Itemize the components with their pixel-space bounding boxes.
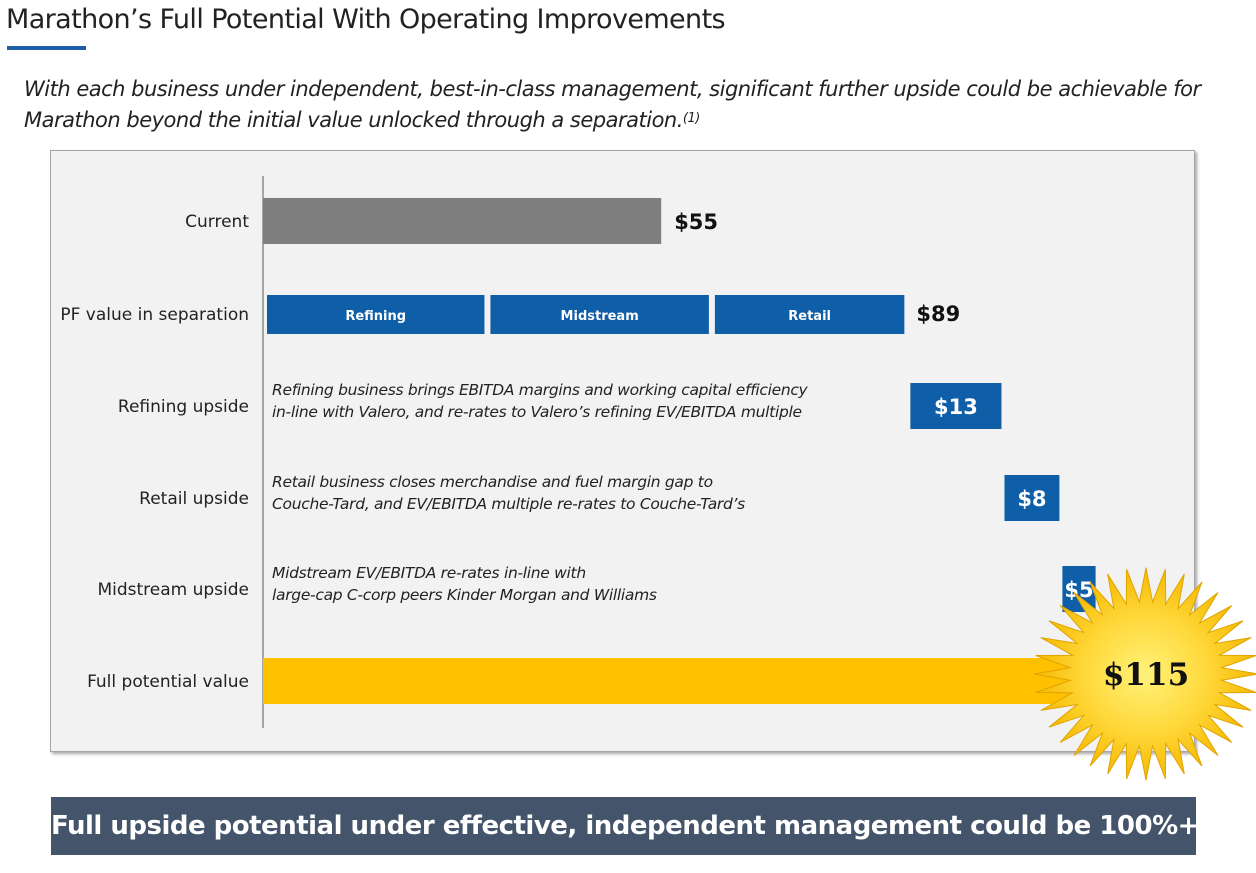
full-potential-bar	[263, 658, 1096, 704]
upside-note-line-2: Couche-Tard, and EV/EBITDA multiple re-r…	[272, 495, 745, 513]
current-value-label: $55	[674, 210, 718, 234]
upside-note-line-1: Refining business brings EBITDA margins …	[272, 381, 809, 399]
category-label: Full potential value	[87, 672, 249, 692]
upside-box	[1062, 566, 1096, 612]
pf-segment-label: Retail	[788, 309, 831, 324]
subtitle-line-2: Marathon beyond the initial value unlock…	[24, 108, 683, 132]
category-label: Refining upside	[118, 397, 249, 417]
summary-banner: Full upside potential under effective, i…	[51, 797, 1199, 855]
current-bar	[263, 198, 662, 244]
subtitle-line-1: With each business under independent, be…	[24, 77, 1201, 101]
upside-note-line-1: Retail business closes merchandise and f…	[272, 473, 713, 491]
pf-segment-bar	[714, 295, 905, 334]
upside-note-line-2: large-cap C-corp peers Kinder Morgan and…	[272, 586, 657, 604]
category-label: Retail upside	[139, 489, 249, 509]
upside-value-label: $8	[1017, 487, 1046, 511]
chart-panel	[50, 150, 1195, 752]
category-label: Midstream upside	[97, 580, 249, 600]
subtitle-footnote-marker: (1)	[682, 111, 700, 126]
category-label: PF value in separation	[60, 305, 249, 325]
title-underline	[7, 46, 86, 50]
upside-box	[910, 383, 1002, 429]
upside-note-line-2: in-line with Valero, and re-rates to Val…	[272, 403, 802, 421]
full-potential-value-label: $115	[1103, 657, 1189, 693]
upside-note-line-1: Midstream EV/EBITDA re-rates in-line wit…	[272, 564, 586, 582]
page-title: Marathon’s Full Potential With Operating…	[6, 4, 726, 35]
pf-total-label: $89	[916, 302, 960, 326]
category-label: Current	[185, 212, 249, 232]
page-subtitle: With each business under independent, be…	[24, 74, 1224, 136]
starburst-badge	[1033, 567, 1256, 781]
pf-segment-bar	[490, 295, 709, 334]
pf-segment-label: Refining	[345, 309, 406, 324]
pf-segment-label: Midstream	[561, 309, 639, 324]
pf-segment-bar	[267, 295, 485, 334]
upside-box	[1004, 475, 1060, 521]
upside-value-label: $13	[934, 395, 978, 419]
